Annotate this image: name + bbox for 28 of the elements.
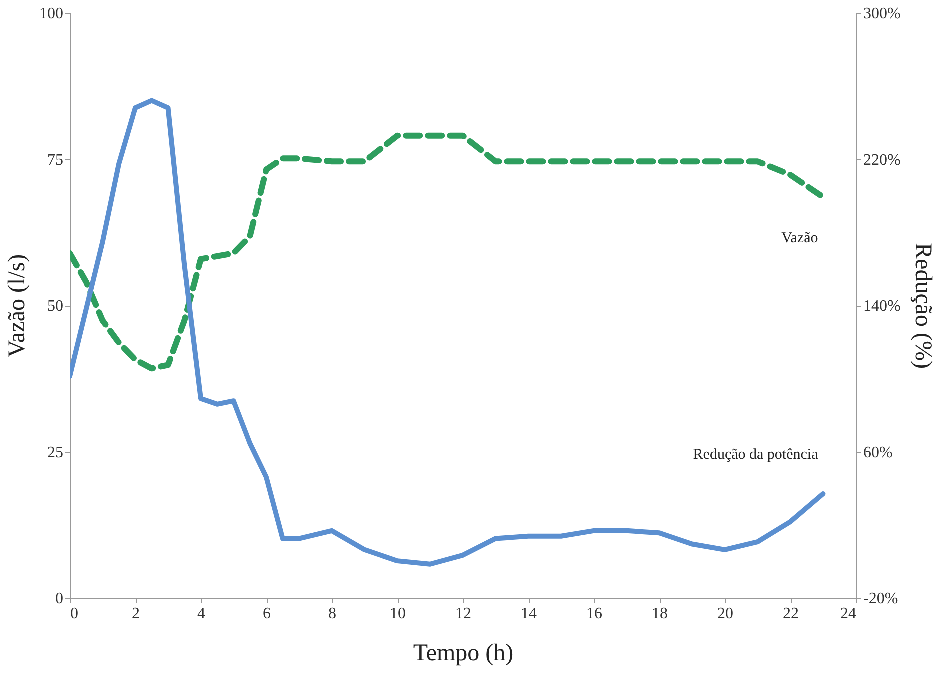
x-tick-label: 2 [132,606,140,622]
x-tick-label: 10 [390,606,406,622]
x-tick-label: 22 [783,606,799,622]
x-tick-label: 6 [263,606,271,622]
x-axis-title: Tempo (h) [413,640,514,666]
x-tick-label: 14 [521,606,537,622]
y-tick-label: 0 [56,590,64,608]
x-tick-label: 12 [456,606,472,622]
y2-tick-label: 300% [864,6,901,22]
y2-tick-label: -20% [864,590,898,608]
y2-axis-title: Redução (%) [910,243,936,369]
y-tick-label: 100 [40,6,64,22]
y2-tick-label: 140% [864,298,901,315]
y2-tick-label: 60% [864,444,893,462]
x-tick-label: 8 [328,606,336,622]
x-tick-label: 16 [586,606,602,622]
text: Vazão [782,230,818,246]
x-tick-label: 24 [840,606,856,622]
text: Redução da potência [693,446,819,463]
y-axis-title: Vazão (l/s) [4,254,30,358]
x-tick-label: 18 [652,606,668,622]
x-tick-label: 20 [718,606,734,622]
y-tick-label: 75 [48,152,64,169]
y2-tick-label: 220% [864,152,901,169]
y-tick-label: 25 [48,444,64,462]
x-tick-label: 0 [70,606,78,622]
x-tick-label: 4 [198,606,206,622]
y-tick-label: 50 [48,298,64,315]
